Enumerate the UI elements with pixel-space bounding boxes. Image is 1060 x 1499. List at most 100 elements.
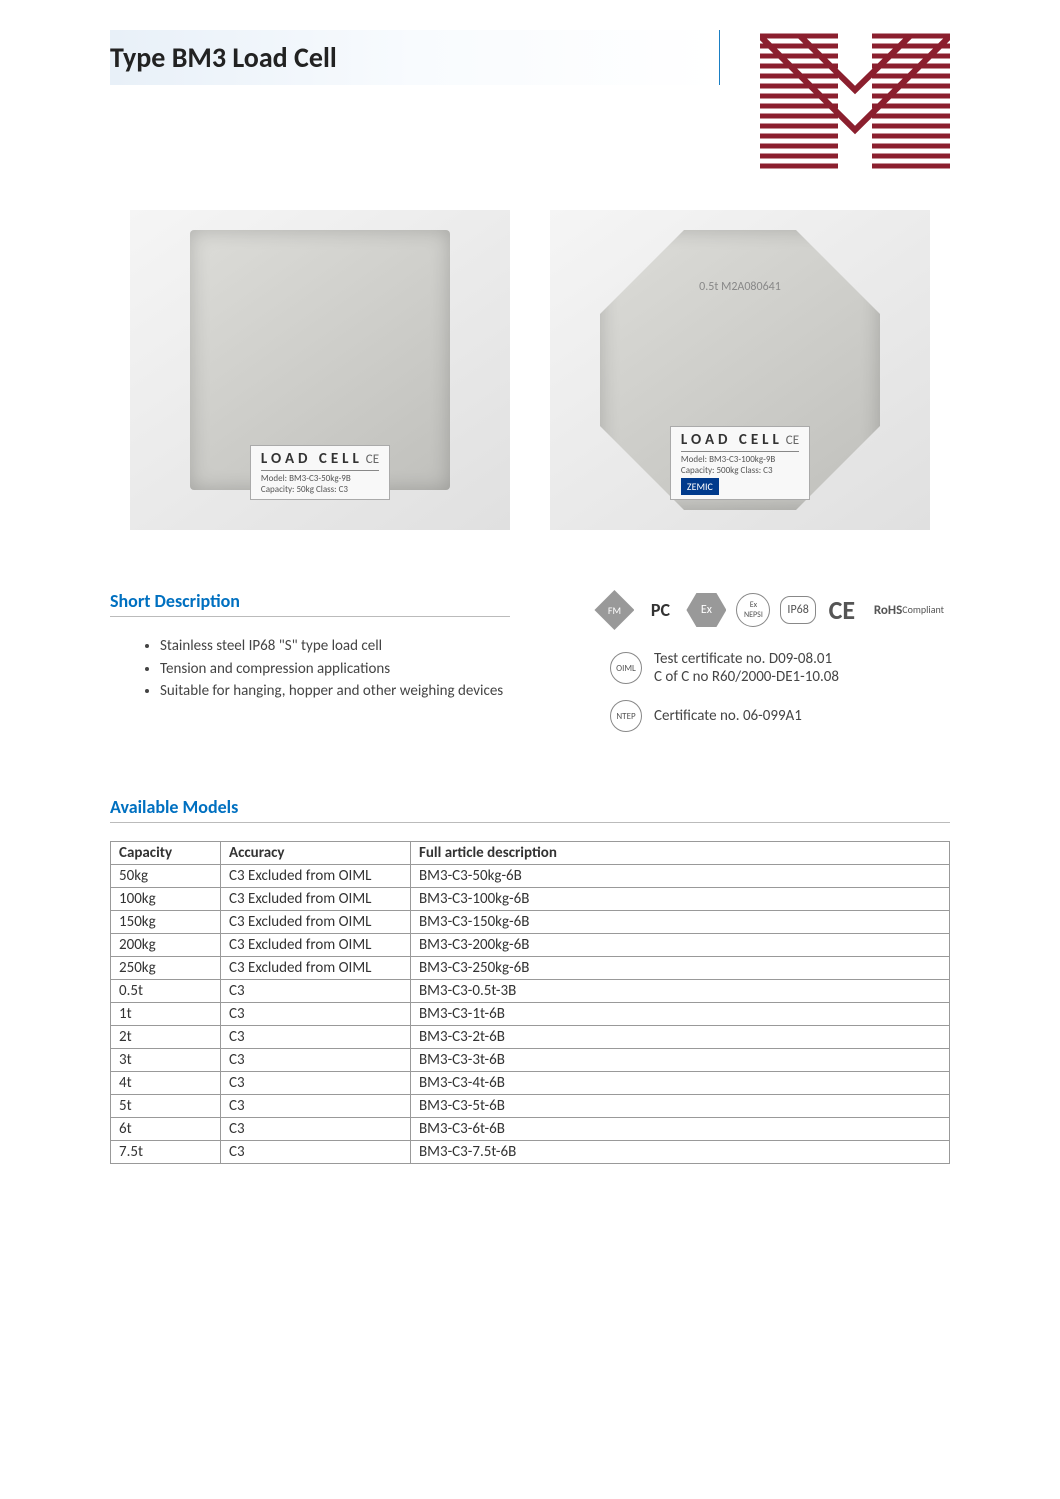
table-cell: BM3-C3-100kg-6B (411, 888, 950, 911)
table-cell: BM3-C3-250kg-6B (411, 957, 950, 980)
mid-section: Short Description Stainless steel IP68 "… (110, 590, 950, 746)
nepsi-icon: Ex NEPSI (736, 593, 770, 627)
table-cell: BM3-C3-1t-6B (411, 1003, 950, 1026)
bullet-item: Suitable for hanging, hopper and other w… (160, 680, 510, 703)
table-cell: C3 (221, 1049, 411, 1072)
product-image-left: LOAD CELL CE Model: BM3-C3-50kg-9B Capac… (130, 210, 510, 530)
table-cell: 100kg (111, 888, 221, 911)
table-row: 250kgC3 Excluded from OIMLBM3-C3-250kg-6… (111, 957, 950, 980)
table-cell: C3 (221, 1072, 411, 1095)
cert-text: Test certificate no. D09-08.01 C of C no… (654, 650, 839, 686)
table-cell: 6t (111, 1118, 221, 1141)
plate-model: Model: BM3-C3-50kg-9B (261, 473, 379, 484)
plate-title: LOAD CELL (681, 431, 783, 449)
short-description-bullets: Stainless steel IP68 "S" type load cell … (160, 635, 510, 703)
table-cell: 2t (111, 1026, 221, 1049)
bullet-item: Stainless steel IP68 "S" type load cell (160, 635, 510, 658)
title-block: Type BM3 Load Cell (110, 30, 720, 85)
short-description-heading: Short Description (110, 590, 510, 617)
table-cell: BM3-C3-50kg-6B (411, 865, 950, 888)
engraving: 0.5t M2A080641 (699, 280, 781, 294)
table-cell: C3 Excluded from OIML (221, 865, 411, 888)
models-table: Capacity Accuracy Full article descripti… (110, 841, 950, 1164)
rohs-icon: RoHS Compliant (868, 596, 950, 624)
table-cell: C3 (221, 1026, 411, 1049)
table-cell: 5t (111, 1095, 221, 1118)
table-row: 6tC3BM3-C3-6t-6B (111, 1118, 950, 1141)
table-row: 3tC3BM3-C3-3t-6B (111, 1049, 950, 1072)
table-cell: 3t (111, 1049, 221, 1072)
table-cell: C3 (221, 1118, 411, 1141)
table-row: 150kgC3 Excluded from OIMLBM3-C3-150kg-6… (111, 911, 950, 934)
table-row: 100kgC3 Excluded from OIMLBM3-C3-100kg-6… (111, 888, 950, 911)
table-cell: BM3-C3-3t-6B (411, 1049, 950, 1072)
table-row: 5tC3BM3-C3-5t-6B (111, 1095, 950, 1118)
pc-icon: PC (644, 596, 676, 624)
bullet-item: Tension and compression applications (160, 658, 510, 681)
table-row: 7.5tC3BM3-C3-7.5t-6B (111, 1141, 950, 1164)
logo (760, 30, 950, 170)
plate-title: LOAD CELL (261, 450, 363, 468)
table-cell: 200kg (111, 934, 221, 957)
ntep-cert-row: NTEP Certificate no. 06-099A1 (610, 700, 950, 732)
table-cell: BM3-C3-4t-6B (411, 1072, 950, 1095)
zemic-label: ZEMIC (681, 478, 719, 495)
table-cell: 0.5t (111, 980, 221, 1003)
table-cell: 50kg (111, 865, 221, 888)
table-cell: C3 (221, 980, 411, 1003)
ntep-badge-icon: NTEP (610, 700, 642, 732)
table-cell: 250kg (111, 957, 221, 980)
table-cell: C3 (221, 1095, 411, 1118)
table-cell: 1t (111, 1003, 221, 1026)
plate-capacity: Capacity: 50kg Class: C3 (261, 484, 379, 495)
table-cell: BM3-C3-200kg-6B (411, 934, 950, 957)
plate-capacity: Capacity: 500kg Class: C3 (681, 465, 799, 476)
table-row: 200kgC3 Excluded from OIMLBM3-C3-200kg-6… (111, 934, 950, 957)
oiml-badge-icon: OIML (610, 652, 642, 684)
table-row: 1tC3BM3-C3-1t-6B (111, 1003, 950, 1026)
table-row: 50kgC3 Excluded from OIMLBM3-C3-50kg-6B (111, 865, 950, 888)
col-accuracy: Accuracy (221, 842, 411, 865)
col-description: Full article description (411, 842, 950, 865)
models-section: Available Models Capacity Accuracy Full … (110, 796, 950, 1164)
product-label-plate-right: LOAD CELL CE Model: BM3-C3-100kg-9B Capa… (670, 426, 810, 500)
table-cell: BM3-C3-5t-6B (411, 1095, 950, 1118)
table-cell: BM3-C3-6t-6B (411, 1118, 950, 1141)
ex-icon: Ex (686, 593, 726, 627)
table-row: 2tC3BM3-C3-2t-6B (111, 1026, 950, 1049)
table-cell: BM3-C3-0.5t-3B (411, 980, 950, 1003)
table-cell: C3 (221, 1003, 411, 1026)
ce-mark: CE (786, 433, 799, 448)
table-header-row: Capacity Accuracy Full article descripti… (111, 842, 950, 865)
models-heading: Available Models (110, 796, 950, 823)
certifications: FM PC Ex Ex NEPSI IP68 CE RoHS Compliant… (550, 590, 950, 746)
plate-model: Model: BM3-C3-100kg-9B (681, 454, 799, 465)
table-cell: 4t (111, 1072, 221, 1095)
ce-icon: CE (826, 596, 858, 624)
short-description: Short Description Stainless steel IP68 "… (110, 590, 510, 746)
ce-mark: CE (366, 452, 379, 467)
table-cell: C3 Excluded from OIML (221, 934, 411, 957)
table-cell: BM3-C3-2t-6B (411, 1026, 950, 1049)
oiml-cert-row: OIML Test certificate no. D09-08.01 C of… (610, 650, 950, 686)
page-title: Type BM3 Load Cell (110, 40, 699, 75)
table-cell: 150kg (111, 911, 221, 934)
cert-icon-row: FM PC Ex Ex NEPSI IP68 CE RoHS Compliant (550, 590, 950, 630)
product-images: LOAD CELL CE Model: BM3-C3-50kg-9B Capac… (110, 210, 950, 530)
col-capacity: Capacity (111, 842, 221, 865)
table-cell: BM3-C3-150kg-6B (411, 911, 950, 934)
table-cell: C3 Excluded from OIML (221, 888, 411, 911)
table-cell: BM3-C3-7.5t-6B (411, 1141, 950, 1164)
table-row: 4tC3BM3-C3-4t-6B (111, 1072, 950, 1095)
table-cell: C3 Excluded from OIML (221, 957, 411, 980)
fm-approved-icon: FM (594, 590, 634, 630)
ip68-icon: IP68 (780, 596, 815, 624)
table-row: 0.5tC3BM3-C3-0.5t-3B (111, 980, 950, 1003)
header: Type BM3 Load Cell (0, 0, 1060, 170)
product-label-plate-left: LOAD CELL CE Model: BM3-C3-50kg-9B Capac… (250, 445, 390, 500)
table-cell: C3 (221, 1141, 411, 1164)
cert-text: Certificate no. 06-099A1 (654, 707, 802, 725)
table-cell: C3 Excluded from OIML (221, 911, 411, 934)
product-image-right: 0.5t M2A080641 LOAD CELL CE Model: BM3-C… (550, 210, 930, 530)
table-cell: 7.5t (111, 1141, 221, 1164)
